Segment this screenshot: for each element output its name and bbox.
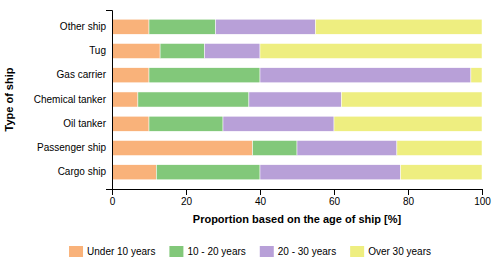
bar: [112, 116, 149, 131]
bar: [249, 92, 342, 107]
bar: [397, 140, 482, 155]
bar: [401, 165, 482, 180]
y-tick: Cargo ship: [58, 166, 107, 177]
x-tick-label: 20: [181, 196, 193, 207]
legend-swatch: [169, 246, 183, 257]
y-tick-label: Other ship: [60, 21, 107, 32]
x-axis-line: [113, 190, 483, 196]
legend-item: Over 30 years: [350, 246, 431, 257]
y-axis-line: [106, 11, 113, 190]
bar: [297, 140, 397, 155]
bar: [112, 68, 149, 83]
x-tick-label: 100: [474, 196, 491, 207]
bar: [260, 68, 471, 83]
x-tick: 100: [474, 189, 491, 207]
chart: 0 20 40 60 80 100 Cargo ship Passenger ship Oil …: [0, 0, 500, 263]
y-tick-label: Passenger ship: [37, 142, 106, 153]
x-tick-label: 80: [403, 196, 415, 207]
bar: [260, 43, 482, 58]
bar: [471, 68, 482, 83]
y-axis-title: Type of ship: [3, 67, 15, 131]
series: [260, 19, 482, 180]
bars: [112, 19, 482, 180]
y-tick: Passenger ship: [37, 142, 106, 153]
bar: [149, 116, 223, 131]
bar: [112, 43, 160, 58]
x-tick: 60: [329, 189, 341, 207]
bar: [112, 19, 149, 34]
bar: [149, 19, 216, 34]
x-tick: 20: [181, 189, 193, 207]
plot: 0 20 40 60 80 100 Cargo ship Passenger ship Oil …: [34, 11, 492, 208]
bar: [205, 43, 261, 58]
y-tick: Chemical tanker: [34, 94, 107, 105]
bar: [160, 43, 204, 58]
legend-swatch: [260, 246, 274, 257]
bar: [316, 19, 483, 34]
bar: [253, 140, 297, 155]
x-tick-mark: [186, 189, 187, 195]
bar: [149, 68, 260, 83]
legend: Under 10 years 10 - 20 years 20 - 30 years…: [69, 246, 431, 257]
bar: [112, 165, 156, 180]
legend-label: 20 - 30 years: [278, 246, 336, 257]
y-tick-label: Tug: [89, 45, 106, 56]
bar: [260, 165, 401, 180]
legend-swatch: [69, 246, 83, 257]
y-tick-label: Gas carrier: [57, 69, 107, 80]
y-tick: Gas carrier: [57, 69, 107, 80]
x-tick-label: 0: [110, 196, 116, 207]
y-tick: Oil tanker: [63, 118, 106, 129]
y-axis: Cargo ship Passenger ship Oil tanker Chemic…: [34, 11, 113, 190]
legend-item: 10 - 20 years: [169, 246, 245, 257]
x-axis-title: Proportion based on the age of ship [%]: [193, 213, 402, 225]
bar: [138, 92, 249, 107]
x-tick-mark: [482, 189, 483, 195]
legend-label: Under 10 years: [87, 246, 155, 257]
bar: [216, 19, 316, 34]
y-tick-label: Chemical tanker: [34, 94, 107, 105]
x-tick-mark: [334, 189, 335, 195]
y-tick-label: Cargo ship: [58, 166, 107, 177]
bar: [112, 92, 138, 107]
bar: [341, 92, 482, 107]
x-tick: 0: [110, 189, 116, 207]
legend-item: Under 10 years: [69, 246, 155, 257]
legend-swatch: [350, 246, 364, 257]
y-tick: Tug: [89, 45, 106, 56]
bar: [112, 140, 253, 155]
y-tick-label: Oil tanker: [63, 118, 106, 129]
bar: [156, 165, 260, 180]
x-tick: 40: [255, 189, 267, 207]
bar: [223, 116, 334, 131]
x-tick-mark: [260, 189, 261, 195]
x-axis: 0 20 40 60 80 100: [110, 189, 492, 207]
legend-item: 20 - 30 years: [260, 246, 336, 257]
y-tick: Other ship: [60, 21, 107, 32]
x-tick: 80: [403, 189, 415, 207]
bar: [334, 116, 482, 131]
legend-label: 10 - 20 years: [187, 246, 245, 257]
legend-label: Over 30 years: [368, 246, 431, 257]
x-tick-label: 40: [255, 196, 267, 207]
x-tick-mark: [408, 189, 409, 195]
x-tick-label: 60: [329, 196, 341, 207]
